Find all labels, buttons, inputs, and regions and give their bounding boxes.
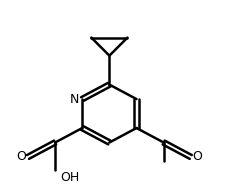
Text: OH: OH — [60, 171, 79, 184]
Text: O: O — [16, 150, 26, 164]
Text: N: N — [70, 92, 79, 106]
Text: O: O — [192, 150, 202, 164]
